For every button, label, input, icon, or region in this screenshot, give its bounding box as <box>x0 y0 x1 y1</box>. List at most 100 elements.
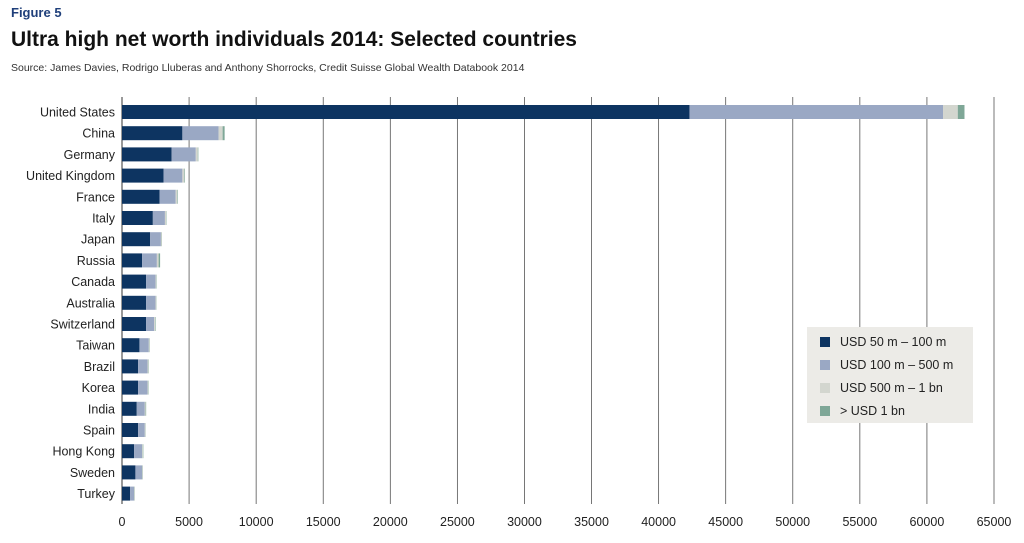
legend-swatch <box>820 337 830 347</box>
legend-item-100-500m: USD 100 m – 500 m <box>820 356 953 374</box>
bar-segment <box>142 465 143 480</box>
bar-segment <box>122 359 139 374</box>
bar-segment <box>146 274 156 289</box>
bar-segment <box>134 444 143 459</box>
bar-segment <box>144 401 146 416</box>
legend-label: USD 50 m – 100 m <box>840 335 947 349</box>
x-tick-label: 55000 <box>842 515 877 529</box>
bar-segment <box>146 295 156 310</box>
legend-label: > USD 1 bn <box>840 404 905 418</box>
bar-segment <box>943 105 958 119</box>
bar-segment <box>222 126 225 141</box>
bar-segment <box>158 253 161 268</box>
chart-legend: USD 50 m – 100 m USD 100 m – 500 m USD 5… <box>807 327 973 423</box>
bar-segment <box>138 359 148 374</box>
legend-swatch <box>820 383 830 393</box>
bar-segment <box>184 168 185 183</box>
category-label: Taiwan <box>76 339 115 353</box>
bar-segment <box>122 189 160 204</box>
category-label: Italy <box>92 212 116 226</box>
category-label: Switzerland <box>50 318 115 332</box>
category-label: Australia <box>66 296 115 310</box>
category-label: United States <box>40 106 115 120</box>
bar-segment <box>122 465 136 480</box>
bar-segment <box>145 401 147 416</box>
bar-segment <box>146 317 155 331</box>
bar-segment <box>122 126 183 141</box>
bar-segment <box>144 423 146 437</box>
bar-segment <box>122 253 143 268</box>
bar-segment <box>142 253 157 268</box>
bar-segment <box>139 338 149 353</box>
bar-segment <box>957 105 965 119</box>
legend-swatch <box>820 360 830 370</box>
chart-title: Ultra high net worth individuals 2014: S… <box>11 28 577 51</box>
bar-segment <box>154 317 156 331</box>
bar-segment <box>135 465 143 480</box>
bar-segment <box>163 168 183 183</box>
bar-segment <box>138 423 145 437</box>
category-label: France <box>76 190 115 204</box>
x-tick-label: 65000 <box>977 515 1012 529</box>
x-tick-label: 45000 <box>708 515 743 529</box>
bar-segment <box>177 189 178 204</box>
bar-segment <box>147 380 149 395</box>
category-label: India <box>88 402 115 416</box>
bar-segment <box>122 380 139 395</box>
bar-segment <box>156 253 159 268</box>
bar-segment <box>122 211 153 225</box>
legend-label: USD 100 m – 500 m <box>840 358 954 372</box>
bar-segment <box>218 126 223 141</box>
bar-segment <box>122 423 139 437</box>
bar-segment <box>195 147 198 162</box>
bar-segment <box>155 317 156 331</box>
legend-item-50-100m: USD 50 m – 100 m <box>820 333 946 351</box>
x-tick-label: 0 <box>119 515 126 529</box>
bar-segment <box>142 444 144 459</box>
legend-item-500m-1bn: USD 500 m – 1 bn <box>820 379 943 397</box>
bar-segment <box>182 126 219 141</box>
bar-segment <box>136 401 145 416</box>
x-tick-label: 20000 <box>373 515 408 529</box>
bar-segment <box>175 189 178 204</box>
category-label: Korea <box>82 381 115 395</box>
category-label: Sweden <box>70 466 115 480</box>
bar-segment <box>155 274 157 289</box>
category-label: Brazil <box>84 360 115 374</box>
category-label: Spain <box>83 424 115 438</box>
legend-swatch <box>820 406 830 416</box>
bar-segment <box>138 380 148 395</box>
bar-segment <box>122 274 147 289</box>
category-label: Germany <box>64 148 116 162</box>
category-label: China <box>82 127 115 141</box>
bar-segment <box>122 168 164 183</box>
figure-label: Figure 5 <box>11 5 62 20</box>
bar-segment <box>122 444 135 459</box>
bar-segment <box>155 295 157 310</box>
category-label: Hong Kong <box>52 445 115 459</box>
bar-segment <box>182 168 185 183</box>
bar-segment <box>122 147 172 162</box>
x-tick-label: 10000 <box>239 515 274 529</box>
bar-segment <box>148 338 150 353</box>
bar-segment <box>122 401 137 416</box>
bar-segment <box>160 232 162 247</box>
bar-segment <box>159 189 176 204</box>
legend-label: USD 500 m – 1 bn <box>840 381 943 395</box>
category-label: Canada <box>71 275 115 289</box>
x-tick-label: 35000 <box>574 515 609 529</box>
x-tick-label: 5000 <box>175 515 203 529</box>
category-label: Japan <box>81 233 115 247</box>
bar-segment <box>122 338 140 353</box>
bar-segment <box>122 317 147 331</box>
bar-segment <box>122 295 147 310</box>
bar-segment <box>150 232 161 247</box>
x-tick-label: 30000 <box>507 515 542 529</box>
x-tick-label: 25000 <box>440 515 475 529</box>
bar-segment <box>122 486 131 501</box>
category-label: United Kingdom <box>26 169 115 183</box>
category-label: Russia <box>77 254 115 268</box>
bar-segment <box>122 232 151 247</box>
bar-segment <box>197 147 199 162</box>
